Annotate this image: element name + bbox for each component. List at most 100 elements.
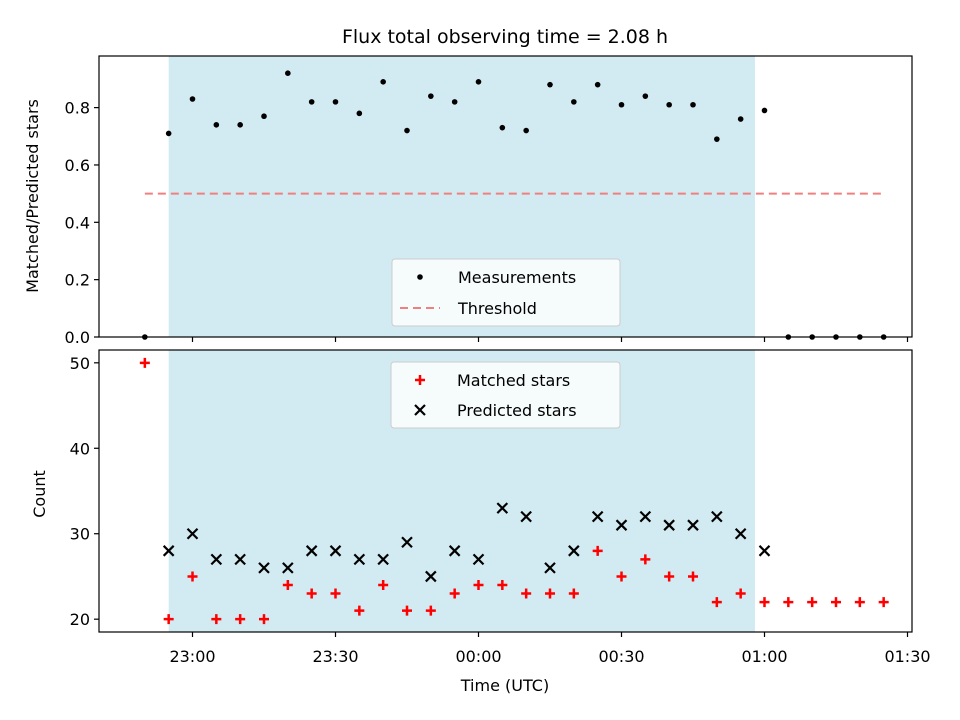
predicted-star-point (234, 553, 246, 566)
measurement-point (666, 101, 672, 108)
matched-star-point (688, 571, 698, 582)
xtick-label: 00:30 (598, 647, 644, 666)
matched-star-point (664, 571, 675, 582)
predicted-star-point (448, 545, 461, 557)
measurement-point (165, 130, 172, 137)
matched-star-point (592, 545, 603, 556)
matched-star-point (616, 571, 627, 582)
predicted-star-point (639, 510, 652, 523)
legend-predicted-marker (414, 404, 426, 416)
top-ylabel: Matched/Predicted stars (23, 99, 42, 293)
legend-box (391, 258, 621, 327)
measurement-point (404, 127, 410, 134)
measurement-point (690, 101, 696, 108)
matched-star-point (354, 605, 365, 616)
matched-star-point (711, 597, 722, 608)
matched-star-point (378, 580, 389, 590)
predicted-star-point (258, 562, 270, 574)
top-legend: Measurements Threshold (391, 258, 621, 327)
predicted-star-point (520, 510, 532, 523)
matched-star-point (568, 588, 579, 599)
predicted-star-point (425, 570, 437, 583)
matched-star-point (163, 614, 174, 625)
bottom-ytick-label: 20 (70, 610, 90, 629)
matched-star-point (807, 597, 818, 608)
predicted-star-point (401, 536, 413, 549)
bottom-panel: 20 30 40 50 23:00 23:30 00:00 00:30 01:00 01:30 Ma… (70, 349, 931, 666)
matched-star-point (759, 597, 770, 608)
predicted-star-point (568, 545, 580, 557)
xtick-label: 23:30 (312, 647, 358, 666)
bottom-ylabel: Count (30, 470, 49, 518)
top-ytick-label: 0.8 (65, 99, 90, 118)
predicted-star-point (353, 553, 366, 566)
predicted-star-point (282, 562, 294, 574)
legend-measurements-marker (417, 274, 423, 280)
measurement-point (547, 81, 553, 88)
predicted-star-point (305, 545, 318, 557)
measurement-point (451, 99, 458, 105)
matched-star-point (187, 571, 198, 582)
chart-title: Flux total observing time = 2.08 h (342, 26, 668, 48)
measurement-point (594, 81, 601, 88)
predicted-star-point (591, 510, 604, 523)
top-axes-frame (98, 55, 913, 338)
xtick-label: 01:30 (884, 647, 930, 666)
matched-star-point (282, 580, 293, 590)
top-ytick-label: 0.0 (65, 328, 90, 347)
legend-matched-marker (415, 375, 425, 385)
xtick-label: 01:00 (741, 647, 787, 666)
bottom-axes-frame (98, 349, 913, 633)
predicted-star-point (615, 519, 628, 531)
measurement-point (499, 124, 506, 131)
measurement-point (285, 70, 291, 77)
legend-threshold-label: Threshold (457, 299, 537, 318)
measurement-point (714, 136, 720, 142)
matched-star-point (449, 588, 460, 599)
predicted-star-point (377, 553, 389, 566)
predicted-star-point (758, 545, 771, 557)
matched-star-point (306, 588, 317, 599)
matched-star-point (878, 597, 889, 608)
matched-star-point (211, 614, 222, 625)
legend-measurements-label: Measurements (458, 268, 576, 287)
legend-box (390, 361, 621, 429)
matched-star-point (640, 554, 651, 565)
top-ytick-label: 0.6 (65, 156, 90, 175)
xtick-label: 00:00 (455, 647, 501, 666)
measurement-point (571, 99, 577, 105)
predicted-star-point (544, 562, 556, 574)
matched-star-point (854, 597, 865, 608)
predicted-star-point (210, 553, 223, 566)
measurement-point (618, 101, 625, 108)
bottom-ytick-label: 30 (70, 525, 90, 544)
measurement-point (475, 79, 482, 85)
legend-matched-label: Matched stars (457, 371, 570, 390)
matched-star-point (831, 597, 841, 608)
x-axis-label: Time (UTC) (460, 676, 549, 695)
predicted-star-point (734, 527, 747, 540)
measurement-point (308, 99, 315, 105)
predicted-star-point (711, 510, 723, 523)
measurement-point (356, 110, 363, 117)
measurement-point (737, 116, 744, 122)
matched-star-point (521, 588, 532, 599)
measurement-point (332, 99, 339, 105)
predicted-star-point (687, 519, 699, 531)
matched-star-point (735, 588, 746, 599)
predicted-star-point (186, 527, 199, 540)
measurement-point (189, 96, 196, 102)
bottom-ytick-label: 50 (70, 354, 90, 373)
legend-predicted-label: Predicted stars (457, 401, 577, 420)
predicted-star-point (162, 545, 175, 557)
predicted-star-point (663, 519, 675, 531)
measurement-point (213, 122, 220, 128)
predicted-star-point (329, 545, 342, 557)
xtick-label: 23:00 (169, 647, 215, 666)
matched-star-point (139, 357, 150, 368)
matched-star-point (402, 605, 412, 616)
matched-star-point (545, 588, 555, 599)
predicted-star-point (472, 553, 485, 566)
measurement-point (642, 93, 649, 99)
